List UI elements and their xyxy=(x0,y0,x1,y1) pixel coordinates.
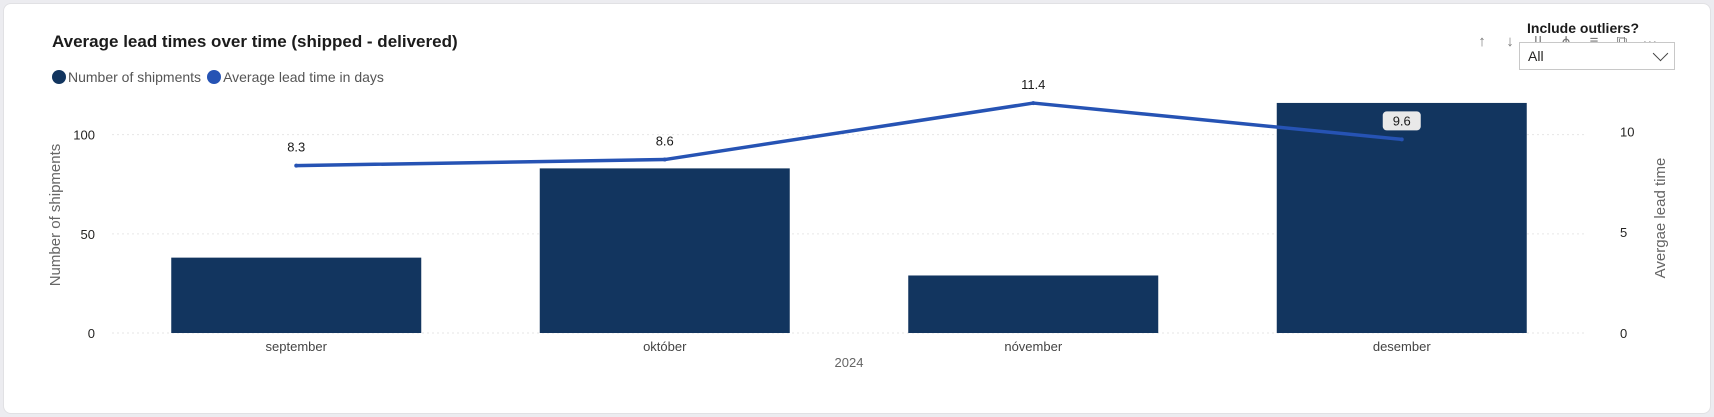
slicer-title: Include outliers? xyxy=(1527,20,1640,36)
x-tick-label: nóvember xyxy=(1004,339,1062,354)
legend-dot-shipments xyxy=(52,70,66,84)
focus-mode-icon[interactable]: ⧉ xyxy=(1614,33,1630,51)
legend-item-lead-time[interactable]: Average lead time in days xyxy=(207,69,384,85)
legend-item-shipments[interactable]: Number of shipments xyxy=(52,69,201,85)
arrow-up-icon[interactable]: ↑ xyxy=(1478,33,1486,50)
lead-time-data-label: 9.6 xyxy=(1393,113,1411,128)
x-tick-label: október xyxy=(643,339,687,354)
y-left-tick-label: 50 xyxy=(81,227,95,242)
lead-time-point xyxy=(1031,101,1036,106)
y-right-tick-label: 0 xyxy=(1620,326,1627,341)
y-left-axis-title: Number of shipments xyxy=(47,144,64,287)
legend-label-lead-time: Average lead time in days xyxy=(223,69,384,85)
y-right-tick-label: 10 xyxy=(1620,124,1634,139)
bar-september xyxy=(171,257,422,333)
legend-dot-lead-time xyxy=(207,70,222,84)
chart-legend: Number of shipments Average lead time in… xyxy=(52,69,384,85)
bar-október xyxy=(539,168,790,333)
data-label-bg xyxy=(1382,111,1421,131)
y-left-tick-label: 100 xyxy=(73,128,95,143)
lead-time-data-label: 8.3 xyxy=(287,140,305,155)
lead-time-point xyxy=(662,157,667,162)
y-right-axis-title: Avergae lead time xyxy=(1652,158,1669,279)
legend-label-shipments: Number of shipments xyxy=(68,69,202,85)
lead-time-data-label: 8.6 xyxy=(656,134,674,149)
outliers-dropdown-value: All xyxy=(1528,48,1544,64)
arrow-down-icon[interactable]: ↓ xyxy=(1506,33,1514,50)
lead-time-point xyxy=(1399,137,1404,142)
chart-title: Average lead times over time (shipped - … xyxy=(52,32,458,51)
y-right-tick-label: 5 xyxy=(1620,225,1627,240)
lead-time-data-label: 11.4 xyxy=(1021,77,1045,92)
bar-nóvember xyxy=(908,275,1159,333)
x-group-label: 2024 xyxy=(835,355,864,370)
lead-time-line xyxy=(296,101,1402,168)
filter-icon[interactable]: ≡ xyxy=(1586,33,1602,51)
outliers-dropdown[interactable]: All xyxy=(1519,42,1675,70)
x-tick-label: desember xyxy=(1373,339,1431,354)
lead-time-point xyxy=(294,163,299,168)
x-tick-label: september xyxy=(266,339,328,354)
y-left-tick-label: 0 xyxy=(88,326,95,341)
